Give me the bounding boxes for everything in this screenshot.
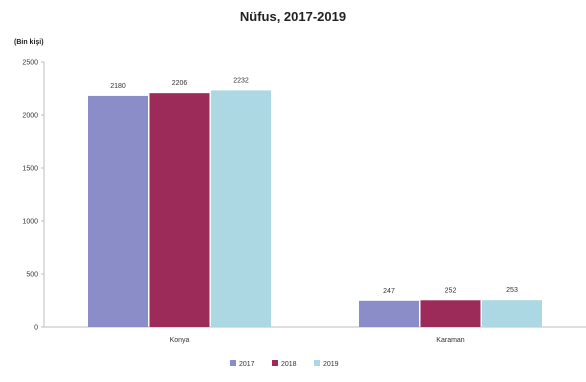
chart-title: Nüfus, 2017-2019 xyxy=(240,9,346,24)
y-tick-label: 1500 xyxy=(22,166,38,173)
bar-karaman-2018 xyxy=(420,300,481,327)
data-label: 2232 xyxy=(233,77,249,84)
bar-konya-2018 xyxy=(149,93,210,327)
legend-label: 2018 xyxy=(281,361,297,368)
data-label: 247 xyxy=(383,288,395,295)
y-tick-label: 1000 xyxy=(22,219,38,226)
legend: 2017 2018 2019 xyxy=(230,360,339,368)
bar-karaman-2019 xyxy=(482,300,542,327)
data-label: 253 xyxy=(506,287,518,294)
data-label: 2206 xyxy=(172,80,188,87)
legend-label: 2017 xyxy=(239,361,255,368)
y-tick-label: 2500 xyxy=(22,60,38,67)
y-axis-unit-label: (Bin kişi) xyxy=(14,39,44,46)
bar-konya-2019 xyxy=(211,90,271,328)
legend-label: 2019 xyxy=(323,361,339,368)
legend-swatch xyxy=(272,360,278,366)
y-tick-label: 2000 xyxy=(22,113,38,120)
category-label: Konya xyxy=(170,337,190,344)
legend-swatch xyxy=(314,360,320,366)
category-label: Karaman xyxy=(436,337,465,344)
data-label: 252 xyxy=(445,287,457,294)
bar-konya-2017 xyxy=(88,95,148,327)
data-label: 2180 xyxy=(110,83,126,90)
y-tick-label: 500 xyxy=(26,272,38,279)
bar-karaman-2017 xyxy=(359,300,419,327)
y-tick-label: 0 xyxy=(34,325,38,332)
legend-swatch xyxy=(230,360,236,366)
